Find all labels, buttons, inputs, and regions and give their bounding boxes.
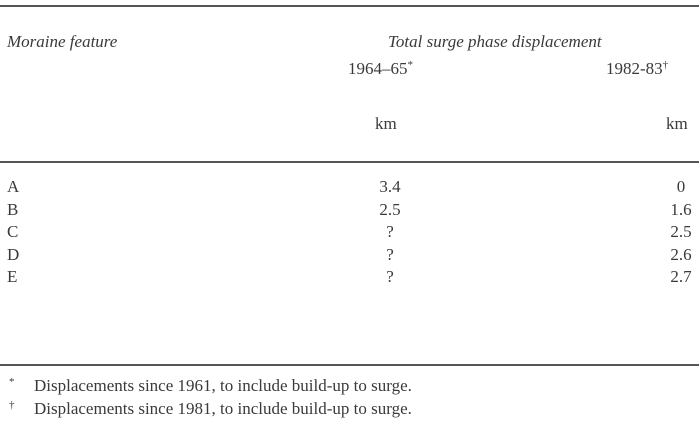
- row-value-1982-83: 1.6: [670, 199, 692, 219]
- row-label-header: Moraine feature: [7, 32, 118, 51]
- row-value-1982-83: 2.6: [670, 244, 692, 264]
- column-header-1: 1964–65*: [348, 59, 414, 78]
- footnote-1: * Displacements since 1961, to include bu…: [9, 376, 412, 395]
- row-feature: C: [7, 222, 19, 241]
- column-header-2: 1982-83†: [606, 59, 669, 78]
- row-value-1964-65: 3.4: [379, 177, 401, 196]
- row-value-1964-65: 2.5: [379, 199, 401, 219]
- footnote-mark: *: [9, 376, 15, 388]
- bottom-rule: [0, 364, 699, 366]
- group-header: Total surge phase displacement: [388, 32, 602, 51]
- unit-2: km: [666, 114, 688, 133]
- row-feature: D: [7, 244, 20, 264]
- row-value-1964-65: ?: [386, 267, 394, 286]
- header-rule: [0, 161, 699, 163]
- footnote-text: Displacements since 1961, to include bui…: [34, 376, 412, 395]
- row-value-1964-65: ?: [386, 244, 394, 264]
- row-value-1964-65: ?: [386, 222, 394, 241]
- footnote-mark: †: [9, 399, 15, 411]
- unit-1: km: [375, 114, 397, 133]
- row-value-1982-83: 2.5: [670, 222, 692, 241]
- top-rule: [0, 5, 699, 7]
- footnote-2: † Displacements since 1981, to include bu…: [9, 399, 412, 418]
- footnote-mark: †: [662, 59, 669, 71]
- period-label: 1982-83: [606, 59, 663, 78]
- footnote-text: Displacements since 1981, to include bui…: [34, 399, 412, 418]
- row-feature: B: [7, 199, 19, 219]
- row-value-1982-83: 2.7: [670, 267, 692, 286]
- row-feature: A: [7, 177, 20, 196]
- row-feature: E: [7, 267, 18, 286]
- period-label: 1964–65: [348, 59, 408, 78]
- footnote-mark: *: [407, 59, 414, 71]
- row-value-1982-83: 0: [676, 177, 686, 196]
